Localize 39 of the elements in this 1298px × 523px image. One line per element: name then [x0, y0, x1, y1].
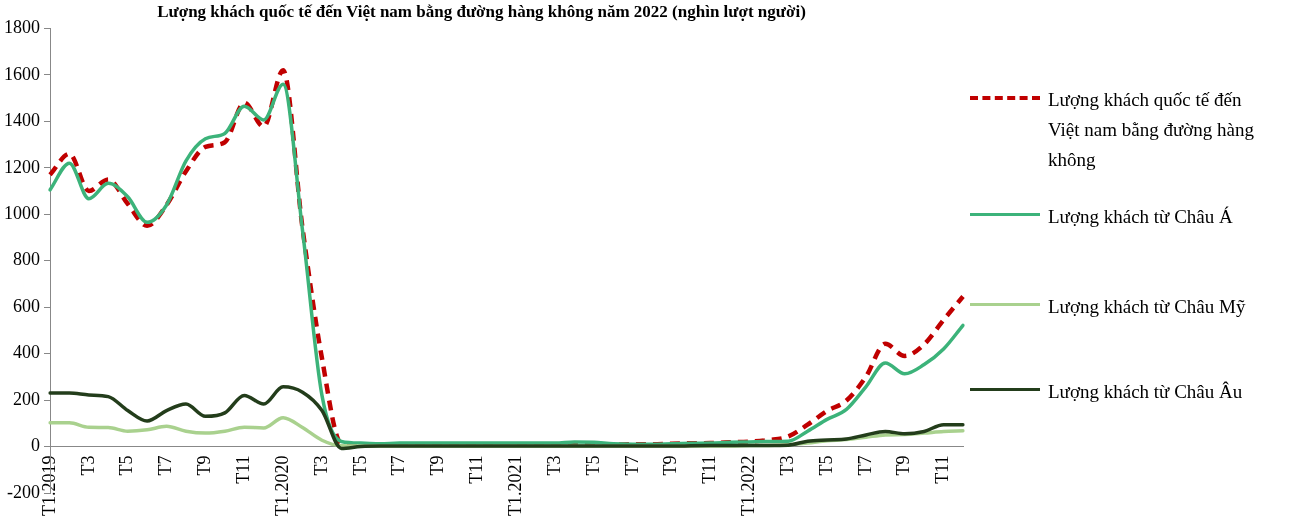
- x-tick-label: T9: [660, 455, 681, 476]
- x-tick-label: T11: [466, 455, 487, 484]
- x-tick-label: T9: [194, 455, 215, 476]
- x-tick-label: T3: [77, 455, 98, 476]
- x-tick-label: T1.2020: [271, 455, 292, 517]
- x-tick-label: T9: [893, 455, 914, 476]
- legend-label: Lượng khách từ Châu Mỹ: [1048, 295, 1247, 319]
- y-tick-label: 1400: [4, 110, 40, 131]
- x-tick-label: T9: [427, 455, 448, 476]
- x-tick-label: T11: [232, 455, 253, 484]
- x-tick-label: T1.2021: [504, 455, 525, 517]
- x-tick-label: T3: [310, 455, 331, 476]
- y-tick-label: 1800: [4, 17, 40, 38]
- y-tick-label: -200: [7, 481, 40, 502]
- legend-label: Lượng khách quốc tế đến Việt nam bằng đường hàng không: [1048, 88, 1255, 172]
- y-tick-label: 800: [13, 249, 40, 270]
- x-tick-label: T11: [932, 455, 953, 484]
- x-tick-label: T5: [582, 455, 603, 476]
- x-tick-label: T7: [854, 455, 875, 476]
- y-tick-label: 600: [13, 295, 40, 316]
- y-tick-label: 200: [13, 388, 40, 409]
- y-tick-label: 400: [13, 342, 40, 363]
- x-tick-label: T7: [388, 455, 409, 476]
- x-tick-label: T5: [815, 455, 836, 476]
- y-tick-label: 0: [31, 435, 40, 456]
- y-tick-label: 1200: [4, 156, 40, 177]
- x-tick-label: T11: [699, 455, 720, 484]
- legend-label: Lượng khách từ Châu Âu: [1048, 380, 1244, 404]
- x-tick-label: T1.2022: [738, 455, 759, 517]
- y-tick-label: 1000: [4, 202, 40, 223]
- x-tick-label: T7: [155, 455, 176, 476]
- x-tick-label: T3: [776, 455, 797, 476]
- x-tick-label: T3: [543, 455, 564, 476]
- legend-label: Lượng khách từ Châu Á: [1048, 205, 1234, 229]
- chart-title: Lượng khách quốc tế đến Việt nam bằng đường hàng không năm 2022 (nghìn lượt người): [157, 1, 806, 21]
- x-tick-label: T7: [621, 455, 642, 476]
- x-tick-label: T5: [349, 455, 370, 476]
- x-tick-label: T5: [116, 455, 137, 476]
- y-tick-label: 1600: [4, 63, 40, 84]
